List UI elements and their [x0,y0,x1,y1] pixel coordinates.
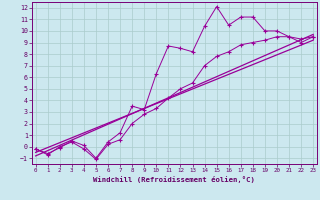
X-axis label: Windchill (Refroidissement éolien,°C): Windchill (Refroidissement éolien,°C) [93,176,255,183]
